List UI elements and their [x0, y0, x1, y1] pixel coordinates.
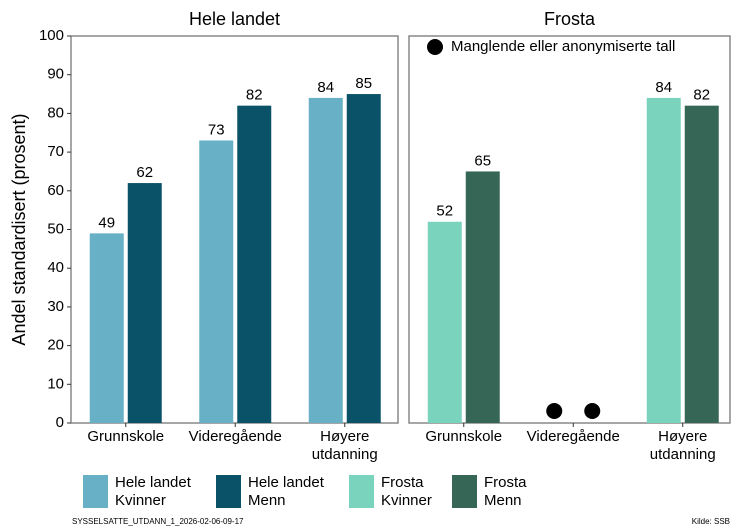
bar	[127, 183, 162, 423]
annotation: Manglende eller anonymiserte tall	[451, 38, 675, 55]
legend-label: Frosta Kvinner	[381, 474, 432, 509]
x-tick-label: Høyere utdanning	[312, 428, 378, 463]
bar	[237, 105, 272, 423]
bar	[465, 171, 500, 423]
legend-swatch	[216, 475, 241, 508]
data-label: 73	[208, 121, 225, 138]
y-axis-label: Andel standardisert (prosent)	[9, 113, 29, 345]
x-tick-label: Grunnskole	[87, 428, 164, 445]
y-tick-label: 40	[47, 259, 64, 276]
y-tick-label: 60	[47, 182, 64, 199]
legend-swatch	[83, 475, 108, 508]
y-tick-label: 30	[47, 298, 64, 315]
legend-label: Frosta Menn	[484, 474, 527, 509]
data-label: 82	[693, 87, 710, 104]
y-tick-label: 90	[47, 66, 64, 83]
panel-title: Hele landet	[189, 9, 280, 29]
bar	[684, 105, 719, 423]
data-label: 85	[355, 75, 372, 92]
missing-marker	[546, 403, 563, 419]
legend-label: Hele landet Kvinner	[115, 474, 192, 509]
source-note: Kilde: SSB	[692, 517, 730, 526]
x-tick-label: Videregående	[527, 428, 620, 445]
legend-swatch	[452, 475, 477, 508]
data-label: 52	[436, 203, 453, 220]
code-note: SYSSELSATTE_UTDANN_1_2026-02-06-09-17	[72, 517, 244, 526]
data-label: 84	[655, 79, 672, 96]
bar	[427, 221, 462, 423]
y-tick-label: 50	[47, 220, 64, 237]
missing-marker	[584, 403, 601, 419]
data-label: 62	[136, 164, 153, 181]
panel-border	[408, 35, 731, 424]
bar	[346, 94, 381, 424]
data-label: 49	[98, 214, 115, 231]
x-tick-label: Høyere utdanning	[650, 428, 716, 463]
panel-title: Frosta	[544, 9, 596, 29]
data-label: 82	[246, 87, 263, 104]
data-label: 65	[474, 152, 491, 169]
y-tick-label: 20	[47, 337, 64, 354]
x-tick-label: Videregående	[189, 428, 282, 445]
y-tick-label: 10	[47, 375, 64, 392]
y-tick-label: 100	[39, 27, 64, 44]
legend-missing-dot	[427, 39, 443, 55]
legend-label: Hele landet Menn	[248, 474, 325, 509]
bar	[89, 233, 124, 423]
y-tick-label: 70	[47, 143, 64, 160]
legend-swatch	[349, 475, 374, 508]
bar	[199, 140, 234, 424]
data-label: 84	[317, 79, 334, 96]
bar	[308, 97, 343, 424]
y-tick-label: 0	[56, 414, 64, 431]
bar	[646, 97, 681, 424]
y-tick-label: 80	[47, 104, 64, 121]
x-tick-label: Grunnskole	[425, 428, 502, 445]
